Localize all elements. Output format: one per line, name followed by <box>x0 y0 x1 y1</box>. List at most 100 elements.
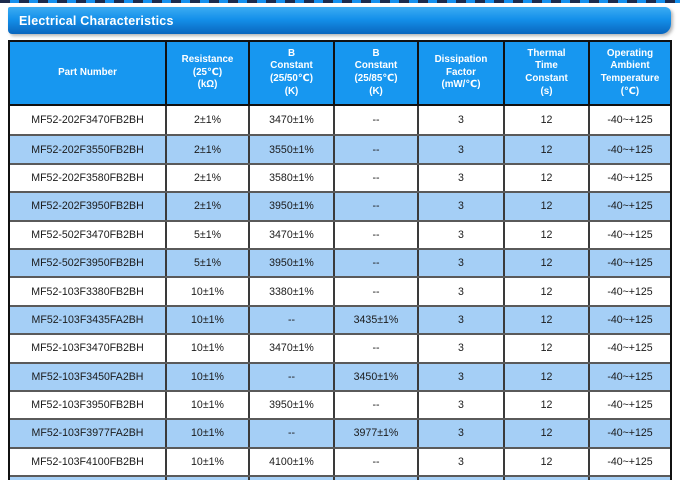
b-constant-25-50-cell: -- <box>250 420 335 447</box>
table-row: MF52-103F3470FB2BH 10±1% 3470±1% -- 3 12… <box>10 333 670 362</box>
section-title-bar: Electrical Characteristics <box>8 7 671 34</box>
operating-ambient-temperature-cell: -40~+125 <box>607 455 653 468</box>
thermal-time-constant-cell: 12 <box>505 106 590 135</box>
b-constant-25-85-cell <box>335 477 419 480</box>
part-number-cell: MF52-103F3380FB2BH <box>10 278 167 305</box>
resistance-cell: 10±1% <box>167 306 250 334</box>
operating-ambient-temperature-cell: -40~+125 <box>607 200 653 213</box>
table-row: MF52-202F3580FB2BH 2±1% 3580±1% -- 3 12 … <box>10 162 670 192</box>
thermal-time-constant-cell: 12 <box>505 249 590 277</box>
col-header-resistance: Resistance (25℃) (kΩ) <box>167 42 250 104</box>
thermal-time-constant-cell: 12 <box>505 420 590 447</box>
thermal-time-constant-cell: 12 <box>505 363 590 390</box>
operating-ambient-temperature-cell: -40~+125 <box>607 342 653 355</box>
thermal-time-constant-cell: 12 <box>505 136 590 163</box>
dissipation-factor-cell: 3 <box>419 278 505 305</box>
b-constant-25-85-cell: 3450±1% <box>335 363 419 390</box>
b-constant-25-50-cell: -- <box>250 306 335 334</box>
thermal-time-constant-cell: 12 <box>505 193 590 220</box>
operating-ambient-temperature-cell: -40~+125 <box>607 228 653 241</box>
b-constant-25-50-cell: -- <box>250 363 335 390</box>
operating-ambient-temperature-cell: -40~+125 <box>607 171 653 184</box>
resistance-cell: 2±1% <box>167 164 250 192</box>
b-constant-25-85-cell: -- <box>335 335 419 362</box>
operating-ambient-temperature-cell: -40~+125 <box>607 143 653 156</box>
dissipation-factor-cell: 3 <box>419 420 505 447</box>
dissipation-factor-cell: 3 <box>419 136 505 163</box>
part-number-cell: MF52-202F3950FB2BH <box>10 193 167 220</box>
table-row: MF52-103F3380FB2BH 10±1% 3380±1% -- 3 12… <box>10 276 670 305</box>
part-number-cell: MF52-502F3950FB2BH <box>10 249 167 277</box>
dissipation-factor-cell: 3 <box>419 221 505 248</box>
dissipation-factor-cell: 3 <box>419 306 505 334</box>
dissipation-factor-cell: 3 <box>419 106 505 135</box>
table-row: MF52-202F3950FB2BH 2±1% 3950±1% -- 3 12 … <box>10 191 670 220</box>
operating-ambient-temperature-cell: -40~+125 <box>607 114 653 127</box>
resistance-cell: 5±1% <box>167 249 250 277</box>
b-constant-25-85-cell: -- <box>335 164 419 192</box>
part-number-cell: MF52-103F3470FB2BH <box>10 335 167 362</box>
resistance-cell: 10±1% <box>167 363 250 390</box>
b-constant-25-50-cell: 3470±1% <box>250 106 335 135</box>
col-header-b-constant-25-50: B Constant (25/50℃) (K) <box>250 42 335 104</box>
part-number-cell: MF52-103F3435FA2BH <box>10 306 167 334</box>
table-row: MF52-202F3550FB2BH 2±1% 3550±1% -- 3 12 … <box>10 134 670 163</box>
b-constant-25-50-cell: 3380±1% <box>250 278 335 305</box>
b-constant-25-50-cell <box>250 477 335 480</box>
b-constant-25-85-cell: 3977±1% <box>335 420 419 447</box>
table-row-partial <box>10 475 670 480</box>
b-constant-25-85-cell: -- <box>335 221 419 248</box>
thermal-time-constant-cell: 12 <box>505 278 590 305</box>
operating-ambient-temperature-cell: -40~+125 <box>607 313 653 326</box>
thermal-time-constant-cell: 12 <box>505 221 590 248</box>
col-header-operating-ambient-temperature: Operating Ambient Temperature (℃) <box>600 47 660 97</box>
resistance-cell: 2±1% <box>167 106 250 135</box>
b-constant-25-50-cell: 3550±1% <box>250 136 335 163</box>
part-number-cell: MF52-103F3977FA2BH <box>10 420 167 447</box>
operating-ambient-temperature-cell: -40~+125 <box>607 285 653 298</box>
resistance-cell <box>167 477 250 480</box>
b-constant-25-50-cell: 4100±1% <box>250 448 335 476</box>
operating-ambient-temperature-cell: -40~+125 <box>607 399 653 412</box>
resistance-cell: 10±1% <box>167 420 250 447</box>
b-constant-25-50-cell: 3950±1% <box>250 193 335 220</box>
table-row: MF52-502F3470FB2BH 5±1% 3470±1% -- 3 12 … <box>10 219 670 248</box>
thermal-time-constant-cell: 12 <box>505 164 590 192</box>
part-number-cell: MF52-103F3450FA2BH <box>10 363 167 390</box>
part-number-cell: MF52-202F3580FB2BH <box>10 164 167 192</box>
b-constant-25-85-cell: -- <box>335 136 419 163</box>
dissipation-factor-cell: 3 <box>419 249 505 277</box>
b-constant-25-85-cell: -- <box>335 193 419 220</box>
dissipation-factor-cell: 3 <box>419 363 505 390</box>
part-number-cell: MF52-502F3470FB2BH <box>10 221 167 248</box>
part-number-cell: MF52-202F3550FB2BH <box>10 136 167 163</box>
col-header-b-constant-25-85: B Constant (25/85℃) (K) <box>335 42 419 104</box>
b-constant-25-50-cell: 3950±1% <box>250 249 335 277</box>
b-constant-25-85-cell: -- <box>335 278 419 305</box>
part-number-cell: MF52-103F3950FB2BH <box>10 391 167 419</box>
electrical-characteristics-table: Part Number Resistance (25℃) (kΩ) B Cons… <box>8 40 672 480</box>
b-constant-25-85-cell: -- <box>335 448 419 476</box>
table-row: MF52-103F4100FB2BH 10±1% 4100±1% -- 3 12… <box>10 446 670 476</box>
table-row: MF52-103F3977FA2BH 10±1% -- 3977±1% 3 12… <box>10 418 670 447</box>
thermal-time-constant-cell: 12 <box>505 391 590 419</box>
col-header-part-number: Part Number <box>10 42 167 104</box>
col-header-dissipation-factor: Dissipation Factor (mW/℃) <box>419 42 505 104</box>
resistance-cell: 10±1% <box>167 278 250 305</box>
table-row: MF52-202F3470FB2BH 2±1% 3470±1% -- 3 12 … <box>10 106 670 135</box>
b-constant-25-50-cell: 3580±1% <box>250 164 335 192</box>
b-constant-25-85-cell: -- <box>335 106 419 135</box>
dissipation-factor-cell: 3 <box>419 164 505 192</box>
thermal-time-constant-cell: 12 <box>505 448 590 476</box>
table-row: MF52-103F3450FA2BH 10±1% -- 3450±1% 3 12… <box>10 361 670 390</box>
section-title: Electrical Characteristics <box>19 13 174 28</box>
resistance-cell: 2±1% <box>167 193 250 220</box>
operating-ambient-temperature-cell: -40~+125 <box>607 427 653 440</box>
resistance-cell: 5±1% <box>167 221 250 248</box>
table-header-row: Part Number Resistance (25℃) (kΩ) B Cons… <box>10 42 670 106</box>
b-constant-25-50-cell: 3470±1% <box>250 335 335 362</box>
table-row: MF52-103F3950FB2BH 10±1% 3950±1% -- 3 12… <box>10 389 670 419</box>
b-constant-25-85-cell: -- <box>335 391 419 419</box>
dissipation-factor-cell: 3 <box>419 193 505 220</box>
b-constant-25-85-cell: 3435±1% <box>335 306 419 334</box>
